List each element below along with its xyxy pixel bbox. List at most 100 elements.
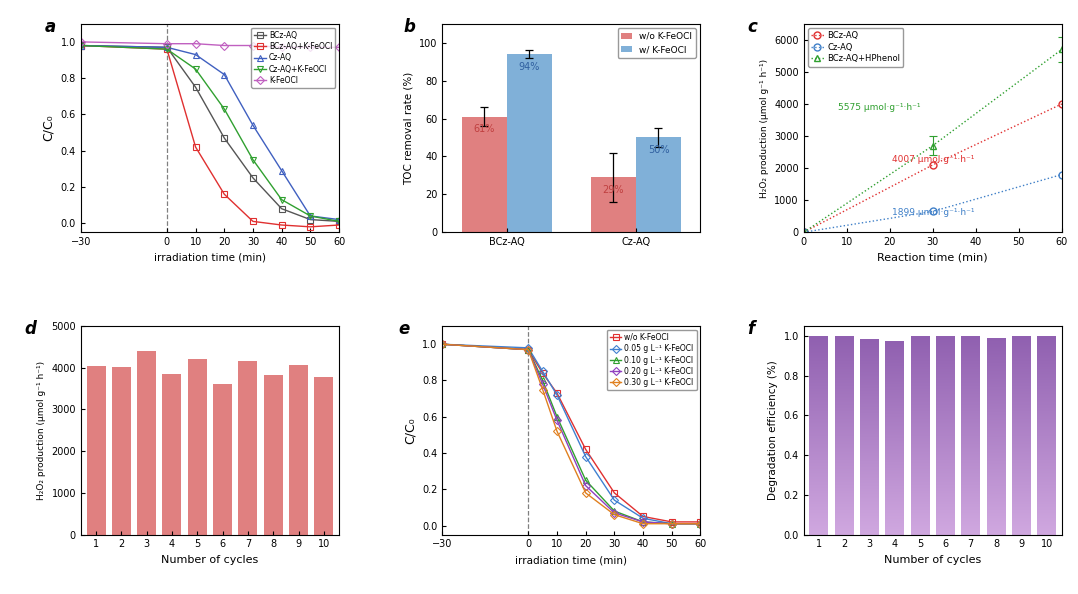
Line: BCz-AQ: BCz-AQ (800, 100, 1065, 236)
BCz-AQ (1055, 100, 1068, 108)
Line: w/o K-FeOCl: w/o K-FeOCl (440, 342, 703, 525)
0.30 g L⁻¹ K-FeOCl (637, 520, 650, 527)
Text: 4007 μmol·g⁻¹·h⁻¹: 4007 μmol·g⁻¹·h⁻¹ (892, 154, 973, 164)
Bar (962, 336, 980, 535)
Cz-AQ (189, 51, 202, 58)
0.30 g L⁻¹ K-FeOCl (551, 428, 564, 435)
Cz-AQ+K-FeOCl (247, 156, 260, 163)
w/o K-FeOCl (436, 341, 448, 348)
K-FeOCl (275, 44, 288, 51)
w/o K-FeOCl (579, 446, 592, 453)
Cz-AQ (304, 213, 317, 220)
X-axis label: Reaction time (min): Reaction time (min) (877, 252, 989, 263)
Cz-AQ+K-FeOCl (304, 213, 317, 220)
0.05 g L⁻¹ K-FeOCl (608, 497, 621, 504)
BCz-AQ (798, 229, 811, 236)
0.10 g L⁻¹ K-FeOCl (436, 341, 448, 348)
0.05 g L⁻¹ K-FeOCl (694, 520, 707, 527)
0.10 g L⁻¹ K-FeOCl (551, 413, 564, 421)
w/o K-FeOCl (608, 489, 621, 497)
Bar (636, 137, 681, 232)
X-axis label: Number of cycles: Number of cycles (884, 555, 981, 565)
BCz-AQ (332, 218, 345, 225)
Cz-AQ+K-FeOCl (218, 105, 231, 112)
BCz-AQ+K-FeOCl (218, 191, 231, 198)
Text: e: e (399, 320, 410, 338)
K-FeOCl (161, 40, 174, 48)
X-axis label: irradiation time (min): irradiation time (min) (515, 555, 627, 565)
BCz-AQ+HPhenol (798, 229, 811, 236)
Line: BCz-AQ+HPhenol: BCz-AQ+HPhenol (800, 46, 1065, 236)
Legend: BCz-AQ, BCz-AQ+K-FeOCl, Cz-AQ, Cz-AQ+K-FeOCl, K-FeOCl: BCz-AQ, BCz-AQ+K-FeOCl, Cz-AQ, Cz-AQ+K-F… (251, 27, 335, 88)
BCz-AQ+HPhenol (1055, 46, 1068, 53)
Line: K-FeOCl: K-FeOCl (78, 39, 342, 50)
0.30 g L⁻¹ K-FeOCl (522, 346, 535, 353)
Bar (163, 374, 181, 535)
BCz-AQ (74, 42, 87, 49)
0.20 g L⁻¹ K-FeOCl (522, 346, 535, 353)
Text: f: f (747, 320, 755, 338)
0.20 g L⁻¹ K-FeOCl (665, 520, 678, 527)
Line: Cz-AQ+K-FeOCl: Cz-AQ+K-FeOCl (78, 43, 342, 224)
0.20 g L⁻¹ K-FeOCl (551, 417, 564, 424)
0.30 g L⁻¹ K-FeOCl (608, 511, 621, 518)
BCz-AQ+K-FeOCl (189, 144, 202, 151)
Line: BCz-AQ: BCz-AQ (78, 43, 342, 224)
BCz-AQ (218, 134, 231, 141)
Bar (1012, 336, 1031, 535)
0.30 g L⁻¹ K-FeOCl (436, 341, 448, 348)
BCz-AQ+HPhenol (926, 142, 939, 149)
0.05 g L⁻¹ K-FeOCl (436, 341, 448, 348)
Bar (986, 338, 1006, 535)
Text: 94%: 94% (519, 62, 540, 72)
w/o K-FeOCl (551, 390, 564, 397)
0.10 g L⁻¹ K-FeOCl (637, 519, 650, 526)
Bar (86, 366, 106, 535)
Cz-AQ+K-FeOCl (275, 196, 288, 203)
Line: 0.30 g L⁻¹ K-FeOCl: 0.30 g L⁻¹ K-FeOCl (440, 342, 703, 526)
w/o K-FeOCl (522, 346, 535, 353)
Legend: w/o K-FeOCl, w/ K-FeOCl: w/o K-FeOCl, w/ K-FeOCl (618, 29, 696, 58)
0.20 g L⁻¹ K-FeOCl (579, 482, 592, 489)
Cz-AQ (1055, 171, 1068, 178)
Bar (137, 351, 156, 535)
0.10 g L⁻¹ K-FeOCl (694, 520, 707, 527)
0.30 g L⁻¹ K-FeOCl (579, 489, 592, 497)
BCz-AQ+K-FeOCl (304, 223, 317, 230)
Text: 5575 μmol·g⁻¹·h⁻¹: 5575 μmol·g⁻¹·h⁻¹ (838, 103, 921, 112)
Line: Cz-AQ: Cz-AQ (78, 43, 342, 222)
Text: a: a (44, 17, 56, 36)
Cz-AQ+K-FeOCl (332, 218, 345, 225)
Bar (507, 54, 552, 232)
Bar (213, 384, 232, 535)
Bar (936, 336, 955, 535)
Bar (461, 116, 507, 232)
Cz-AQ (926, 208, 939, 215)
BCz-AQ+K-FeOCl (275, 222, 288, 229)
Y-axis label: C/C₀: C/C₀ (403, 417, 416, 444)
BCz-AQ (247, 174, 260, 181)
Text: d: d (24, 320, 36, 338)
Cz-AQ+K-FeOCl (74, 42, 87, 49)
Bar (860, 339, 879, 535)
Cz-AQ (275, 167, 288, 174)
K-FeOCl (218, 42, 231, 49)
0.20 g L⁻¹ K-FeOCl (694, 520, 707, 527)
Cz-AQ (161, 44, 174, 51)
Y-axis label: H₂O₂ production (μmol g⁻¹ h⁻¹): H₂O₂ production (μmol g⁻¹ h⁻¹) (37, 361, 45, 500)
K-FeOCl (247, 42, 260, 49)
Bar (911, 336, 929, 535)
Legend: w/o K-FeOCl, 0.05 g L⁻¹ K-FeOCl, 0.10 g L⁻¹ K-FeOCl, 0.20 g L⁻¹ K-FeOCl, 0.30 g : w/o K-FeOCl, 0.05 g L⁻¹ K-FeOCl, 0.10 g … (607, 330, 696, 390)
BCz-AQ+K-FeOCl (74, 42, 87, 49)
K-FeOCl (189, 40, 202, 48)
0.10 g L⁻¹ K-FeOCl (665, 520, 678, 527)
0.20 g L⁻¹ K-FeOCl (637, 519, 650, 526)
Bar (188, 359, 207, 535)
X-axis label: irradiation time (min): irradiation time (min) (154, 252, 266, 263)
K-FeOCl (332, 44, 345, 51)
0.10 g L⁻¹ K-FeOCl (522, 346, 535, 353)
Bar (591, 177, 636, 232)
BCz-AQ+K-FeOCl (332, 222, 345, 229)
BCz-AQ (189, 84, 202, 91)
Bar (810, 336, 828, 535)
